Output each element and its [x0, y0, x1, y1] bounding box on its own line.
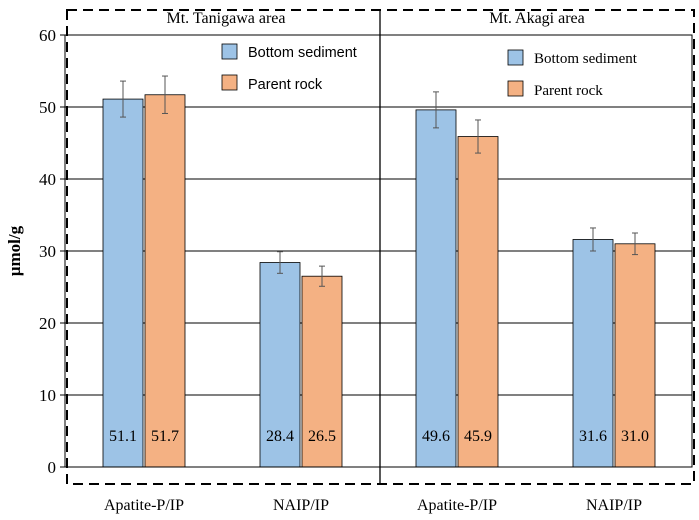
legend-label-bottom-sediment: Bottom sediment [248, 45, 357, 61]
data-label: 51.1 [109, 428, 137, 445]
legend-swatch-parent-rock [507, 80, 524, 97]
category-label: Apatite-P/IP [417, 497, 497, 514]
legend-swatch-bottom-sediment [221, 43, 238, 60]
bar-bottom-sediment-akagi-apatite [415, 109, 457, 468]
y-tick-label: 50 [39, 98, 56, 117]
bar-parent-rock-akagi-apatite [457, 136, 499, 468]
panel-titles: Mt. Tanigawa area Mt. Akagi area [167, 10, 585, 27]
bars: 51.1 51.7 28.4 26.5 49.6 45.9 31.6 31.0 [102, 75, 656, 468]
y-axis-label: μmol/g [5, 225, 24, 276]
data-label: 31.6 [579, 428, 607, 445]
y-tick-label: 20 [39, 314, 56, 333]
data-label: 45.9 [464, 428, 492, 445]
data-label: 31.0 [621, 428, 649, 445]
bar-parent-rock-tanigawa-apatite [144, 94, 186, 468]
panel-title-left: Mt. Tanigawa area [167, 10, 286, 27]
y-tick-label: 60 [39, 26, 56, 45]
bar-bottom-sediment-akagi-naip [572, 239, 614, 468]
data-label: 28.4 [266, 428, 294, 445]
y-tick-label: 10 [39, 386, 56, 405]
legends: Bottom sediment Parent rock Bottom sedimen… [221, 43, 638, 99]
data-label: 26.5 [308, 428, 336, 445]
panel-title-right: Mt. Akagi area [489, 10, 585, 27]
data-label: 49.6 [422, 428, 450, 445]
legend-swatch-bottom-sediment [507, 49, 524, 66]
legend-label-parent-rock: Parent rock [534, 83, 603, 99]
category-labels: Apatite-P/IP NAIP/IP Apatite-P/IP NAIP/IP [104, 497, 642, 514]
legend-label-parent-rock: Parent rock [248, 77, 323, 93]
bar-parent-rock-akagi-naip [614, 243, 656, 468]
y-tick-label: 40 [39, 170, 56, 189]
category-label: NAIP/IP [273, 497, 329, 514]
data-label: 51.7 [151, 428, 179, 445]
dashed-border [66, 9, 695, 485]
bar-bottom-sediment-tanigawa-naip [259, 262, 301, 468]
bar-parent-rock-tanigawa-naip [301, 275, 343, 468]
y-tick-label: 0 [48, 458, 57, 477]
y-tick-label: 30 [39, 242, 56, 261]
legend-label-bottom-sediment: Bottom sediment [534, 51, 638, 67]
category-label: NAIP/IP [586, 497, 642, 514]
bar-bottom-sediment-tanigawa-apatite [102, 98, 144, 468]
legend-swatch-parent-rock [221, 74, 238, 91]
y-axis-ticks: 0 10 20 30 40 50 60 [39, 26, 65, 477]
category-label: Apatite-P/IP [104, 497, 184, 514]
